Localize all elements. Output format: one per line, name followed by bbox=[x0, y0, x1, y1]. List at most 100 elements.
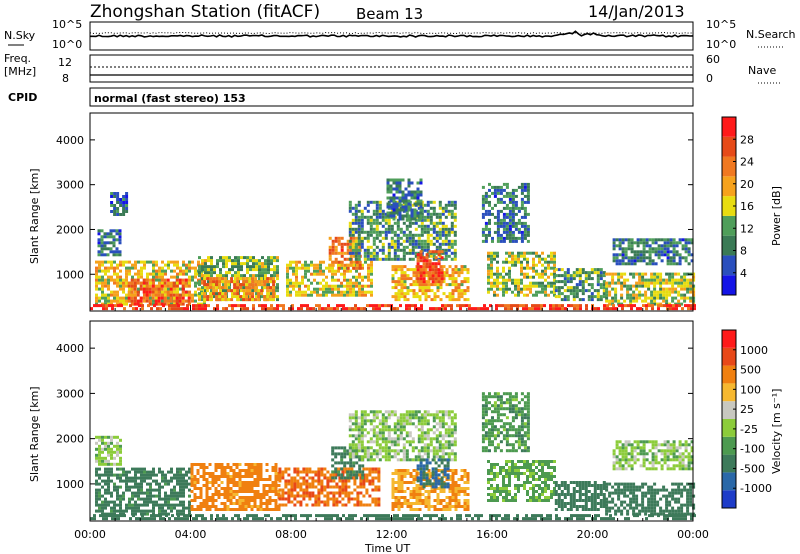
heatmap-cell bbox=[137, 260, 140, 264]
heatmap-cell bbox=[188, 470, 191, 474]
heatmap-cell bbox=[287, 473, 291, 477]
heatmap-cell bbox=[253, 490, 257, 493]
heatmap-cell bbox=[250, 469, 254, 472]
heatmap-cell bbox=[426, 422, 430, 426]
heatmap-cell bbox=[421, 286, 425, 290]
heatmap-cell bbox=[361, 464, 365, 468]
heatmap-cell bbox=[392, 187, 396, 191]
heatmap-cell bbox=[217, 463, 221, 466]
heatmap-cell bbox=[502, 236, 506, 240]
heatmap-cell bbox=[642, 250, 646, 254]
heatmap-cell bbox=[238, 508, 242, 511]
heatmap-cell bbox=[311, 479, 315, 483]
heatmap-cell bbox=[393, 233, 397, 237]
heatmap-cell bbox=[393, 254, 397, 258]
heatmap-cell bbox=[190, 475, 194, 478]
heatmap-cell bbox=[296, 479, 300, 483]
heatmap-cell bbox=[245, 283, 249, 287]
heatmap-cell bbox=[125, 266, 128, 270]
heatmap-cell bbox=[553, 290, 556, 294]
heatmap-cell bbox=[231, 304, 234, 308]
heatmap-cell bbox=[251, 280, 255, 284]
heatmap-cell bbox=[101, 462, 104, 466]
heatmap-cell bbox=[398, 211, 402, 215]
heatmap-cell bbox=[343, 242, 347, 246]
heatmap-cell bbox=[360, 413, 364, 417]
heatmap-cell bbox=[375, 200, 379, 204]
heatmap-cell bbox=[164, 287, 167, 291]
heatmap-cell bbox=[514, 227, 518, 231]
heatmap-cell bbox=[97, 253, 101, 257]
heatmap-cell bbox=[502, 287, 505, 291]
heatmap-cell bbox=[384, 452, 388, 456]
heatmap-cell bbox=[390, 257, 394, 261]
heatmap-cell bbox=[484, 200, 488, 204]
heatmap-cell bbox=[351, 434, 355, 438]
heatmap-cell bbox=[96, 304, 99, 308]
heatmap-cell bbox=[98, 450, 101, 454]
heatmap-cell bbox=[390, 245, 394, 249]
heatmap-cell bbox=[573, 307, 576, 311]
heatmap-cell bbox=[317, 482, 321, 486]
heatmap-cell bbox=[496, 284, 499, 288]
heatmap-cell bbox=[502, 188, 506, 192]
heatmap-cell bbox=[396, 422, 400, 426]
heatmap-cell bbox=[374, 497, 378, 501]
heatmap-cell bbox=[550, 281, 553, 285]
heatmap-cell bbox=[245, 289, 249, 293]
heatmap-cell bbox=[656, 290, 660, 294]
heatmap-cell bbox=[101, 479, 104, 483]
heatmap-cell bbox=[372, 413, 376, 417]
heatmap-cell bbox=[128, 485, 131, 489]
heatmap-cell bbox=[513, 304, 516, 308]
heatmap-cell bbox=[596, 280, 600, 284]
heatmap-cell bbox=[364, 275, 367, 279]
heatmap-cell bbox=[441, 206, 445, 210]
heatmap-cell bbox=[566, 280, 570, 284]
heatmap-cell bbox=[394, 265, 398, 269]
heatmap-cell bbox=[354, 425, 358, 429]
heatmap-cell bbox=[508, 260, 511, 264]
heatmap-cell bbox=[669, 262, 673, 266]
heatmap-cell bbox=[181, 287, 185, 291]
heatmap-cell bbox=[98, 278, 101, 282]
heatmap-cell bbox=[599, 277, 603, 281]
heatmap-cell bbox=[517, 221, 521, 225]
heatmap-cell bbox=[420, 307, 423, 311]
heatmap-cell bbox=[371, 497, 375, 501]
heatmap-cell bbox=[325, 290, 328, 294]
heatmap-cell bbox=[332, 479, 336, 483]
heatmap-cell bbox=[463, 280, 467, 284]
heatmap-cell bbox=[113, 488, 116, 492]
heatmap-cell bbox=[328, 284, 331, 288]
heatmap-cell bbox=[313, 263, 316, 267]
heatmap-cell bbox=[419, 274, 423, 278]
heatmap-cell bbox=[629, 299, 633, 303]
heatmap-cell bbox=[314, 497, 318, 501]
heatmap-cell bbox=[453, 203, 457, 207]
heatmap-cell bbox=[95, 479, 98, 483]
heatmap-cell bbox=[529, 266, 532, 270]
heatmap-cell bbox=[354, 218, 358, 222]
heatmap-cell bbox=[499, 221, 503, 225]
heatmap-cell bbox=[166, 299, 170, 303]
heatmap-cell bbox=[466, 286, 470, 290]
heatmap-cell bbox=[289, 284, 292, 288]
heatmap-cell bbox=[378, 452, 382, 456]
heatmap-cell bbox=[365, 503, 369, 507]
heatmap-cell bbox=[626, 296, 630, 300]
heatmap-cell bbox=[437, 268, 441, 272]
heatmap-cell bbox=[426, 245, 430, 249]
heatmap-cell bbox=[541, 287, 544, 291]
heatmap-cell bbox=[230, 277, 234, 281]
heatmap-cell bbox=[502, 194, 506, 198]
heatmap-cell bbox=[163, 296, 167, 300]
heatmap-cell bbox=[308, 470, 312, 474]
heatmap-cell bbox=[314, 479, 318, 483]
heatmap-cell bbox=[397, 277, 401, 281]
heatmap-cell bbox=[402, 446, 406, 450]
heatmap-cell bbox=[411, 437, 415, 441]
heatmap-cell bbox=[143, 509, 146, 513]
heatmap-cell bbox=[429, 449, 433, 453]
heatmap-cell bbox=[266, 277, 270, 281]
